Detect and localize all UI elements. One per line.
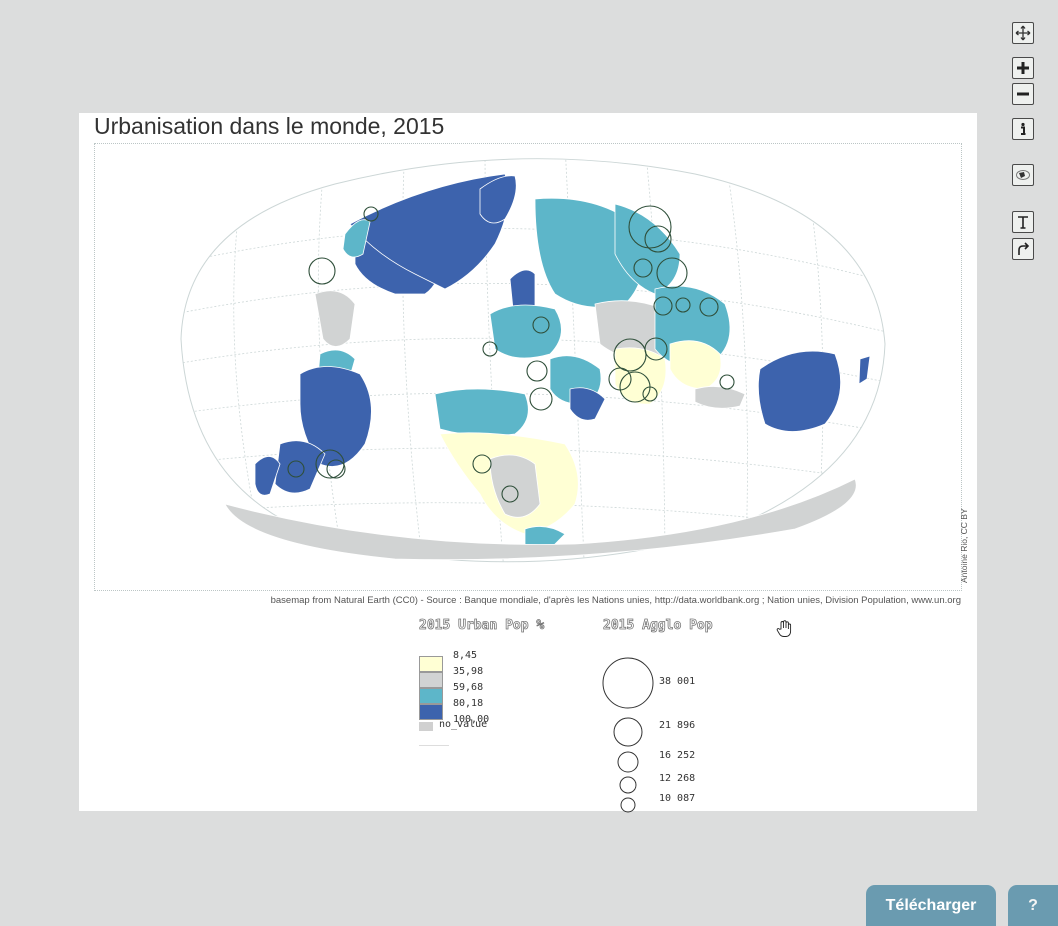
country-europe[interactable]: [489, 304, 562, 359]
map-credit: Antoine Rio, CC BY: [959, 508, 969, 583]
agglo-circle[interactable]: [628, 205, 672, 249]
text-tool-button[interactable]: [1012, 211, 1034, 233]
country-indonesia[interactable]: [694, 386, 746, 409]
country-india[interactable]: [614, 347, 667, 405]
legend-circle: [620, 797, 636, 813]
arrow-tool-button[interactable]: [1012, 238, 1034, 260]
legend-swatch: [419, 704, 443, 720]
country-saudi-arabia[interactable]: [569, 387, 606, 421]
legend-circles[interactable]: 2015 Agglo Pop 38 001 21 896 16 252 12 2…: [601, 618, 781, 813]
agglo-circle[interactable]: [656, 257, 688, 289]
legend-break: 35,98: [453, 666, 484, 677]
country-antarctica[interactable]: [224, 478, 857, 561]
countries: [224, 173, 871, 561]
agglo-circle[interactable]: [644, 337, 668, 361]
zoom-out-icon: [1017, 92, 1029, 96]
legend-swatch: [419, 688, 443, 704]
legend-circle: [617, 751, 639, 773]
agglo-circle[interactable]: [644, 225, 672, 253]
legend-circles-graphic: [602, 657, 654, 813]
agglo-circle[interactable]: [363, 206, 379, 222]
world-map[interactable]: [95, 144, 961, 590]
agglo-circle[interactable]: [308, 257, 336, 285]
legend-break: 80,18: [453, 698, 484, 709]
country-brazil[interactable]: [299, 366, 372, 467]
country-north-africa[interactable]: [434, 388, 529, 437]
agglo-circle[interactable]: [642, 386, 658, 402]
move-button[interactable]: [1012, 22, 1034, 44]
legend-choropleth-title: 2015 Urban Pop %: [419, 618, 545, 634]
country-new-zealand[interactable]: [858, 355, 871, 385]
agglo-circle[interactable]: [699, 297, 719, 317]
country-mexico[interactable]: [314, 290, 356, 347]
agglo-circle[interactable]: [472, 454, 492, 474]
zoom-in-button[interactable]: [1012, 57, 1034, 79]
hand-cursor-icon: [776, 620, 792, 637]
legend-swatch: [419, 656, 443, 672]
legend-circle-label: 38 001: [659, 676, 696, 687]
legend-swatch: [419, 672, 443, 688]
legend-circle-label: 16 252: [659, 750, 696, 761]
info-icon: [1021, 122, 1026, 135]
legend-circle: [613, 717, 643, 747]
legend-break: 59,68: [453, 682, 484, 693]
country-canada[interactable]: [349, 173, 509, 290]
legend-circle-label: 21 896: [659, 720, 696, 731]
legend-divider: [419, 745, 449, 746]
download-button[interactable]: Télécharger: [866, 885, 996, 926]
agglo-circle[interactable]: [532, 316, 550, 334]
agglo-circle[interactable]: [653, 296, 673, 316]
agglo-circle[interactable]: [529, 387, 553, 411]
map-card: Urbanisation dans le monde, 2015: [79, 113, 977, 813]
info-button[interactable]: [1012, 118, 1034, 140]
map-title: Urbanisation dans le monde, 2015: [94, 113, 445, 139]
agglo-circle[interactable]: [501, 485, 519, 503]
agglo-circle[interactable]: [613, 338, 647, 372]
map-frame: [94, 143, 962, 591]
zoom-in-icon: [1017, 62, 1029, 74]
arrow-tool-icon: [1018, 242, 1030, 255]
agglo-circle[interactable]: [675, 297, 691, 313]
country-australia[interactable]: [757, 350, 841, 432]
agglo-circle[interactable]: [326, 459, 346, 479]
country-russia-east[interactable]: [614, 203, 681, 295]
legend-circle: [602, 657, 654, 709]
legend-circle: [619, 776, 637, 794]
agglo-circle[interactable]: [482, 341, 498, 357]
agglo-circle[interactable]: [287, 460, 305, 478]
country-central-africa[interactable]: [489, 454, 541, 518]
move-icon: [1015, 25, 1031, 41]
country-southeast-asia[interactable]: [669, 340, 722, 390]
legend-swatch-no-value: [419, 722, 433, 731]
country-argentina[interactable]: [274, 440, 326, 494]
country-alaska[interactable]: [342, 219, 371, 258]
zoom-out-button[interactable]: [1012, 83, 1034, 105]
help-button[interactable]: ?: [1008, 885, 1058, 926]
legend-circle-label: 12 268: [659, 773, 696, 784]
agglo-circles: [287, 205, 735, 503]
agglo-circle[interactable]: [526, 360, 548, 382]
text-tool-icon: [1018, 216, 1028, 229]
map-source: basemap from Natural Earth (CC0) - Sourc…: [270, 595, 961, 606]
projection-icon: [1016, 170, 1030, 180]
legend-circles-title: 2015 Agglo Pop: [603, 618, 713, 634]
agglo-circle[interactable]: [719, 374, 735, 390]
country-chile[interactable]: [254, 456, 281, 496]
legend-circle-label: 10 087: [659, 793, 696, 804]
country-greenland[interactable]: [479, 175, 517, 224]
legend-choropleth[interactable]: 2015 Urban Pop % 8,45 35,98 59,68 80,18 …: [419, 618, 589, 748]
projection-button[interactable]: [1012, 164, 1034, 186]
legend-break: 100,00: [453, 714, 490, 725]
legend-break: 8,45: [453, 650, 478, 661]
agglo-circle[interactable]: [633, 258, 653, 278]
legend-no-value-label: no_value: [439, 719, 488, 730]
